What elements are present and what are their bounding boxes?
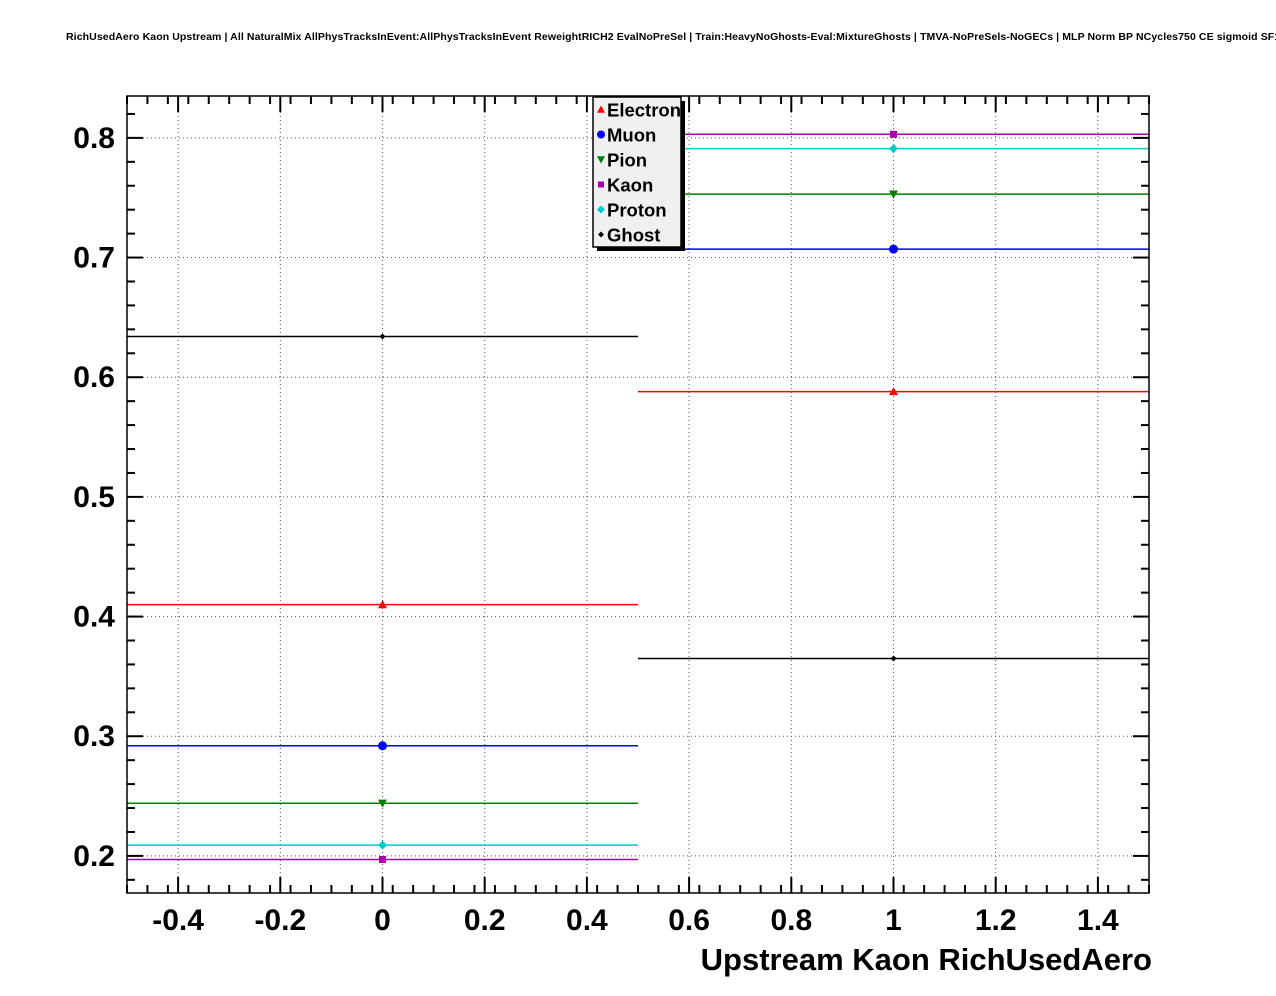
y-tick-label: 0.5 xyxy=(73,481,115,514)
legend-label: Ghost xyxy=(607,225,660,246)
x-tick-label: 1.4 xyxy=(1077,904,1119,937)
circle-marker xyxy=(378,741,387,751)
triangle-up-marker xyxy=(889,387,898,396)
x-tick-label: -0.2 xyxy=(254,904,306,937)
legend-label: Proton xyxy=(607,200,667,221)
x-tick-label: 0 xyxy=(374,904,391,937)
series-ghost xyxy=(127,333,1149,662)
series-proton xyxy=(127,144,1149,850)
diamond-marker xyxy=(378,840,387,850)
triangle-down-marker xyxy=(889,190,898,199)
series-electron xyxy=(127,387,1149,609)
series-kaon xyxy=(127,130,1149,863)
small-diamond-marker xyxy=(379,333,386,340)
diamond-marker xyxy=(597,205,605,214)
series-muon xyxy=(127,244,1149,751)
triangle-down-marker xyxy=(378,799,387,808)
legend-label: Muon xyxy=(607,125,656,146)
x-axis-title: Upstream Kaon RichUsedAero xyxy=(701,942,1152,977)
square-marker xyxy=(379,855,386,863)
x-tick-label: 0.2 xyxy=(464,904,506,937)
x-tick-label: 1 xyxy=(885,904,902,937)
triangle-down-marker xyxy=(597,156,605,164)
legend-label: Electron xyxy=(607,100,681,121)
y-tick-label: 0.4 xyxy=(73,601,115,634)
circle-marker xyxy=(889,244,898,254)
small-diamond-marker xyxy=(598,231,604,238)
square-marker xyxy=(598,181,604,188)
x-tick-label: 1.2 xyxy=(975,904,1017,937)
x-tick-label: 0.4 xyxy=(566,904,608,937)
x-tick-label: -0.4 xyxy=(152,904,204,937)
plot-area: -0.4 -0.2 0 0.2 0.4 0.6 0.8 1 1.2 1.4 0.2 0.3 0.4 0.5… xyxy=(73,95,1150,937)
square-marker xyxy=(890,130,897,138)
y-tick-label: 0.2 xyxy=(73,840,115,873)
plot-frame xyxy=(126,95,1150,894)
circle-marker xyxy=(597,130,605,139)
y-tick-label: 0.8 xyxy=(73,122,115,155)
legend-label: Pion xyxy=(607,150,647,171)
y-tick-label: 0.3 xyxy=(73,720,115,753)
series-pion xyxy=(127,190,1149,808)
small-diamond-marker xyxy=(890,655,897,662)
legend-box xyxy=(592,96,682,248)
x-tick-label: 0.6 xyxy=(668,904,710,937)
triangle-up-marker xyxy=(378,600,387,609)
x-tick-label: 0.8 xyxy=(770,904,812,937)
plot-title: RichUsedAero Kaon Upstream | All Natural… xyxy=(66,31,1276,43)
y-tick-label: 0.6 xyxy=(73,361,115,394)
diamond-marker xyxy=(889,144,898,154)
triangle-up-marker xyxy=(597,105,605,113)
y-tick-label: 0.7 xyxy=(73,242,115,275)
legend-label: Kaon xyxy=(607,175,653,196)
